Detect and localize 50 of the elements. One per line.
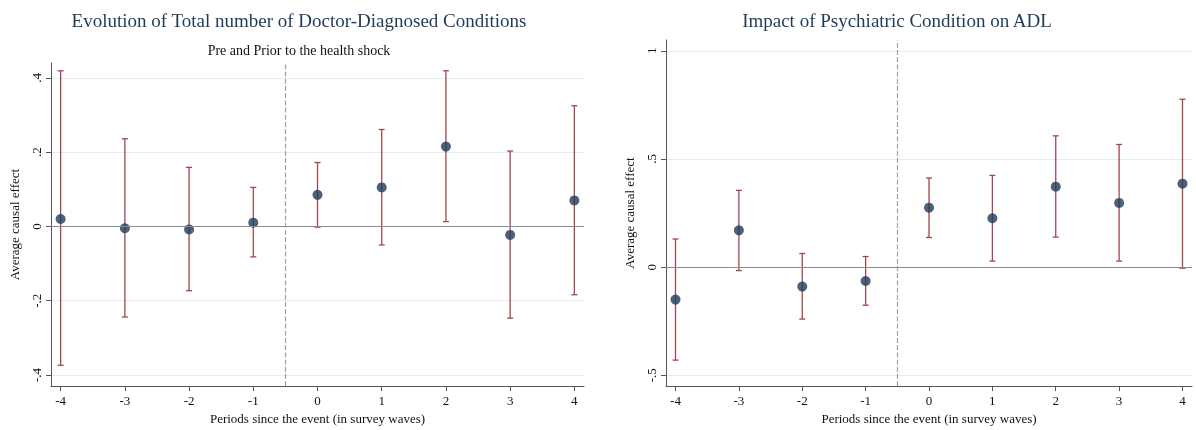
y-tick-label: 1	[644, 47, 659, 55]
point	[670, 294, 681, 305]
y-tick-label: 0	[644, 263, 659, 271]
y-tick-label: .5	[644, 154, 659, 164]
chart-title: Evolution of Total number of Doctor-Diagnosed Conditions	[71, 10, 527, 31]
x-tick-label: -1	[247, 393, 259, 409]
point	[1114, 197, 1125, 208]
x-tick-label: 1	[989, 393, 996, 409]
x-tick-label: 3	[506, 393, 514, 409]
y-axis-title: Average causal effect	[622, 156, 637, 269]
point	[733, 225, 744, 236]
y-tick-label: -.5	[644, 368, 659, 383]
point	[248, 217, 259, 228]
point	[376, 182, 387, 193]
point	[569, 195, 580, 206]
x-tick-label: 2	[442, 393, 450, 409]
y-tick-label: -.4	[29, 367, 44, 383]
point	[924, 202, 934, 213]
y-tick-label: -.2	[29, 293, 44, 308]
x-tick-label: 4	[571, 393, 579, 409]
x-tick-label: 1	[378, 393, 385, 409]
chart-title: Impact of Psychiatric Condition on ADL	[742, 10, 1052, 31]
point	[860, 275, 871, 286]
y-tick-label: .2	[29, 147, 44, 158]
x-tick-label: 0	[314, 393, 321, 409]
point	[1177, 178, 1188, 189]
x-tick-label: -4	[670, 393, 682, 409]
point	[987, 213, 998, 224]
x-tick-label: -3	[733, 393, 745, 409]
x-tick-label: 2	[1052, 393, 1059, 409]
y-tick-label: .4	[29, 72, 44, 83]
point	[797, 281, 808, 292]
point	[1050, 181, 1061, 192]
x-tick-label: -2	[183, 393, 195, 409]
point	[312, 189, 323, 200]
y-tick-label: 0	[29, 223, 44, 230]
x-tick-label: -3	[119, 393, 131, 409]
x-tick-label: -4	[55, 393, 67, 409]
x-tick-label: -1	[860, 393, 872, 409]
x-tick-label: -2	[796, 393, 808, 409]
chart-subtitle: Pre and Prior to the health shock	[207, 42, 391, 58]
point	[55, 213, 66, 224]
point	[440, 141, 451, 152]
y-axis-title: Average causal effect	[7, 168, 22, 281]
x-axis-title: Periods since the event (in survey waves)	[209, 411, 426, 426]
x-tick-label: 0	[925, 393, 933, 409]
point	[505, 229, 516, 240]
x-tick-label: 4	[1179, 393, 1187, 409]
x-tick-label: 3	[1115, 393, 1123, 409]
x-axis-title: Periods since the event (in survey waves)	[821, 411, 1037, 426]
